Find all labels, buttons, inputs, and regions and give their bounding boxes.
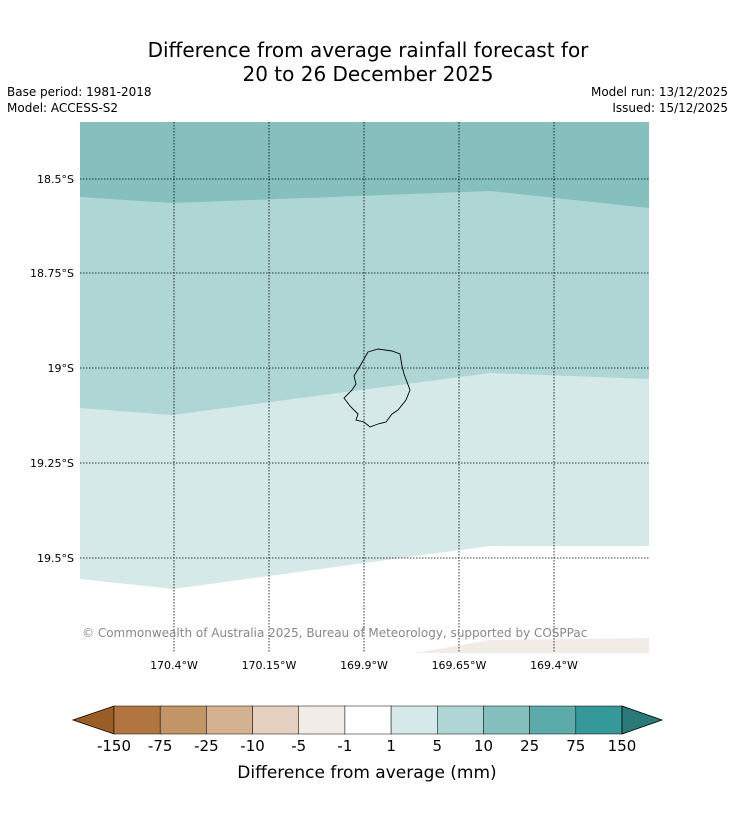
legend-swatch — [575, 705, 623, 735]
legend-swatch — [344, 705, 392, 735]
legend-swatch — [390, 705, 438, 735]
legend-tick-label: -10 — [240, 737, 265, 755]
lat-label: 18.75°S — [30, 267, 74, 280]
legend-tick-label: 10 — [474, 737, 493, 755]
chart-title: Difference from average rainfall forecas… — [0, 38, 736, 86]
lat-label: 19°S — [48, 362, 74, 375]
legend-swatch — [252, 705, 299, 735]
legend-tick-label: -5 — [291, 737, 306, 755]
legend-tick-label: 1 — [386, 737, 396, 755]
base-period: Base period: 1981-2018 — [7, 85, 152, 99]
legend-swatch — [113, 705, 161, 735]
legend-extend-low — [71, 705, 115, 735]
legend-tick-label: -25 — [194, 737, 219, 755]
longitude-labels: 170.4°W 170.15°W 169.9°W 169.65°W 169.4°W — [150, 659, 578, 672]
legend-label: Difference from average (mm) — [237, 763, 496, 783]
niue-island-outline — [343, 348, 411, 428]
legend-extend-high — [621, 705, 664, 735]
legend-swatch — [206, 705, 253, 735]
graticule — [80, 122, 649, 653]
lon-label: 169.4°W — [530, 659, 578, 672]
legend-swatch — [298, 705, 346, 735]
title-line-2: 20 to 26 December 2025 — [242, 62, 494, 86]
issued-date: Issued: 15/12/2025 — [612, 101, 728, 115]
lon-label: 169.9°W — [340, 659, 388, 672]
lat-label: 19.5°S — [37, 552, 74, 565]
copyright-notice: © Commonwealth of Australia 2025, Bureau… — [82, 626, 587, 640]
legend-tick-label: -75 — [148, 737, 173, 755]
lat-label: 18.5°S — [37, 173, 74, 186]
latitude-labels: 18.5°S 18.75°S 19°S 19.25°S 19.5°S — [30, 173, 74, 565]
legend-tick-label: -150 — [97, 737, 131, 755]
map-area — [80, 122, 649, 653]
lon-label: 170.15°W — [242, 659, 297, 672]
legend-swatch — [529, 705, 577, 735]
band-25-75 — [80, 122, 649, 208]
legend-tick-label: 75 — [566, 737, 585, 755]
meta-right: Model run: 13/12/2025 Issued: 15/12/2025 — [591, 84, 728, 116]
legend-swatch — [159, 705, 207, 735]
meta-left: Base period: 1981-2018 Model: ACCESS-S2 — [7, 84, 152, 116]
title-line-1: Difference from average rainfall forecas… — [147, 38, 589, 62]
legend-swatch — [437, 705, 484, 735]
legend-tick-label: 150 — [608, 737, 637, 755]
model-run: Model run: 13/12/2025 — [590, 85, 728, 99]
lat-label: 19.25°S — [30, 457, 74, 470]
lon-label: 169.65°W — [432, 659, 487, 672]
model-name: Model: ACCESS-S2 — [7, 101, 119, 115]
colorbar-legend: -150 -75 -25 -10 -5 -1 1 5 10 25 75 150 — [71, 705, 664, 755]
band-neg5-neg1 — [415, 638, 649, 653]
legend-swatch — [483, 705, 530, 735]
legend-tick-label: -1 — [337, 737, 352, 755]
lon-label: 170.4°W — [150, 659, 198, 672]
legend-tick-label: 25 — [520, 737, 539, 755]
legend-tick-label: 5 — [432, 737, 442, 755]
